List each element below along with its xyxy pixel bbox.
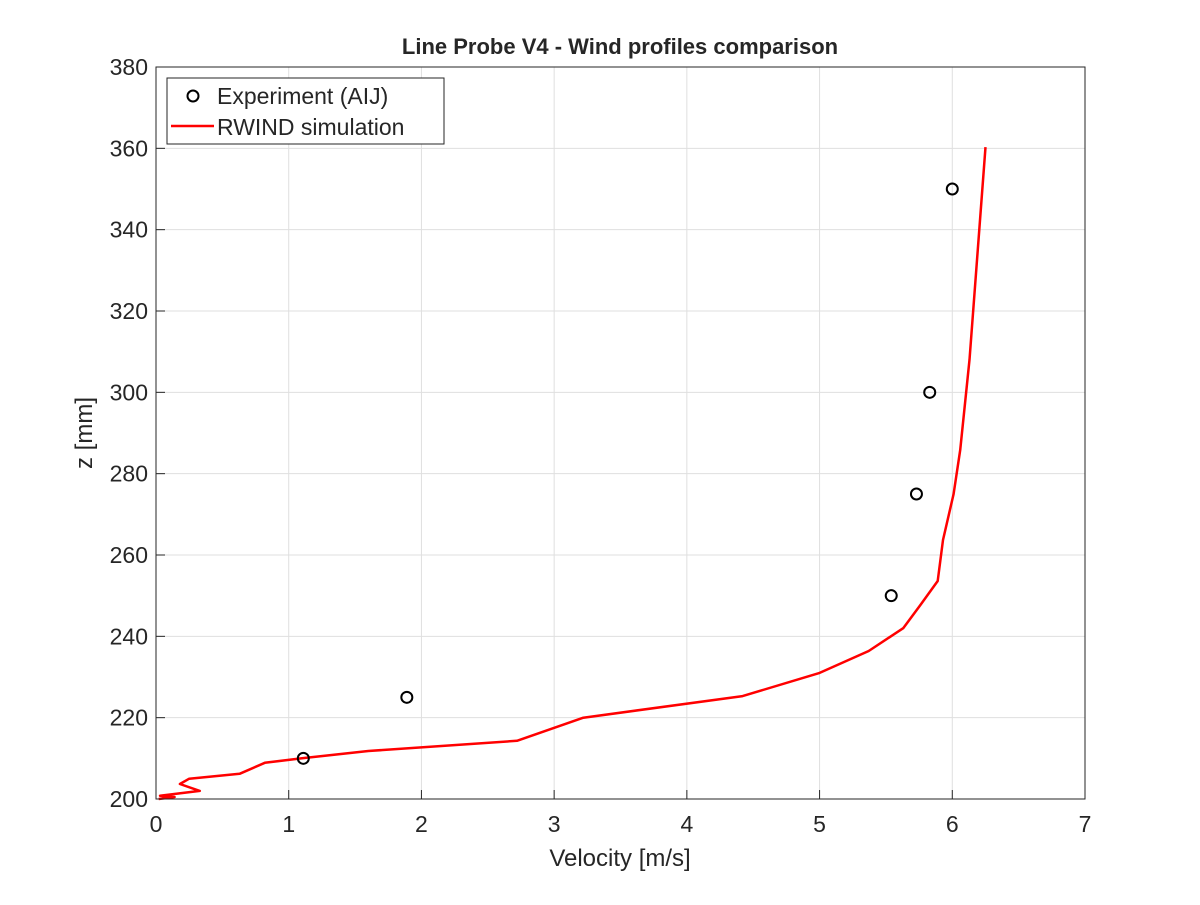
y-tick-label: 280 bbox=[110, 461, 148, 487]
legend-label-simulation: RWIND simulation bbox=[217, 114, 404, 140]
plot-area bbox=[158, 147, 987, 801]
experiment-data-point bbox=[884, 589, 898, 603]
experiment-data-point bbox=[923, 385, 937, 399]
y-tick-label: 260 bbox=[110, 542, 148, 568]
x-tick-label: 3 bbox=[548, 811, 561, 837]
experiment-data-point bbox=[945, 182, 959, 196]
experiment-data-point bbox=[296, 751, 310, 765]
experiment-data-point bbox=[400, 690, 414, 704]
y-tick-label: 300 bbox=[110, 379, 148, 405]
legend-box bbox=[166, 77, 445, 145]
x-tick-label: 4 bbox=[680, 811, 693, 837]
x-tick-label: 1 bbox=[282, 811, 295, 837]
y-tick-label: 340 bbox=[110, 217, 148, 243]
x-tick-label: 2 bbox=[415, 811, 428, 837]
y-tick-label: 200 bbox=[110, 786, 148, 812]
axes-box bbox=[155, 66, 1086, 800]
y-tick-label: 380 bbox=[110, 54, 148, 80]
y-axis-label: z [mm] bbox=[71, 397, 98, 469]
legend-label-experiment: Experiment (AIJ) bbox=[217, 83, 388, 109]
x-tick-label: 6 bbox=[946, 811, 959, 837]
legend-marker-experiment bbox=[186, 89, 200, 103]
x-axis-label: Velocity [m/s] bbox=[549, 845, 690, 872]
x-tick-label: 0 bbox=[150, 811, 163, 837]
experiment-data-point bbox=[909, 487, 923, 501]
y-tick-label: 320 bbox=[110, 298, 148, 324]
ticks: 0 1 2 3 4 5 6 7 200 220 240 260 280 300 320 340 360 380 bbox=[110, 54, 1092, 837]
series-rwind-simulation-line bbox=[158, 147, 987, 801]
x-tick-label: 5 bbox=[813, 811, 826, 837]
x-tick-label: 7 bbox=[1079, 811, 1092, 837]
chart-title: Line Probe V4 - Wind profiles comparison bbox=[402, 34, 838, 59]
y-tick-label: 220 bbox=[110, 705, 148, 731]
y-tick-label: 240 bbox=[110, 623, 148, 649]
grid bbox=[155, 66, 1086, 800]
legend: Experiment (AIJ) RWIND simulation bbox=[166, 77, 445, 145]
y-tick-label: 360 bbox=[110, 135, 148, 161]
